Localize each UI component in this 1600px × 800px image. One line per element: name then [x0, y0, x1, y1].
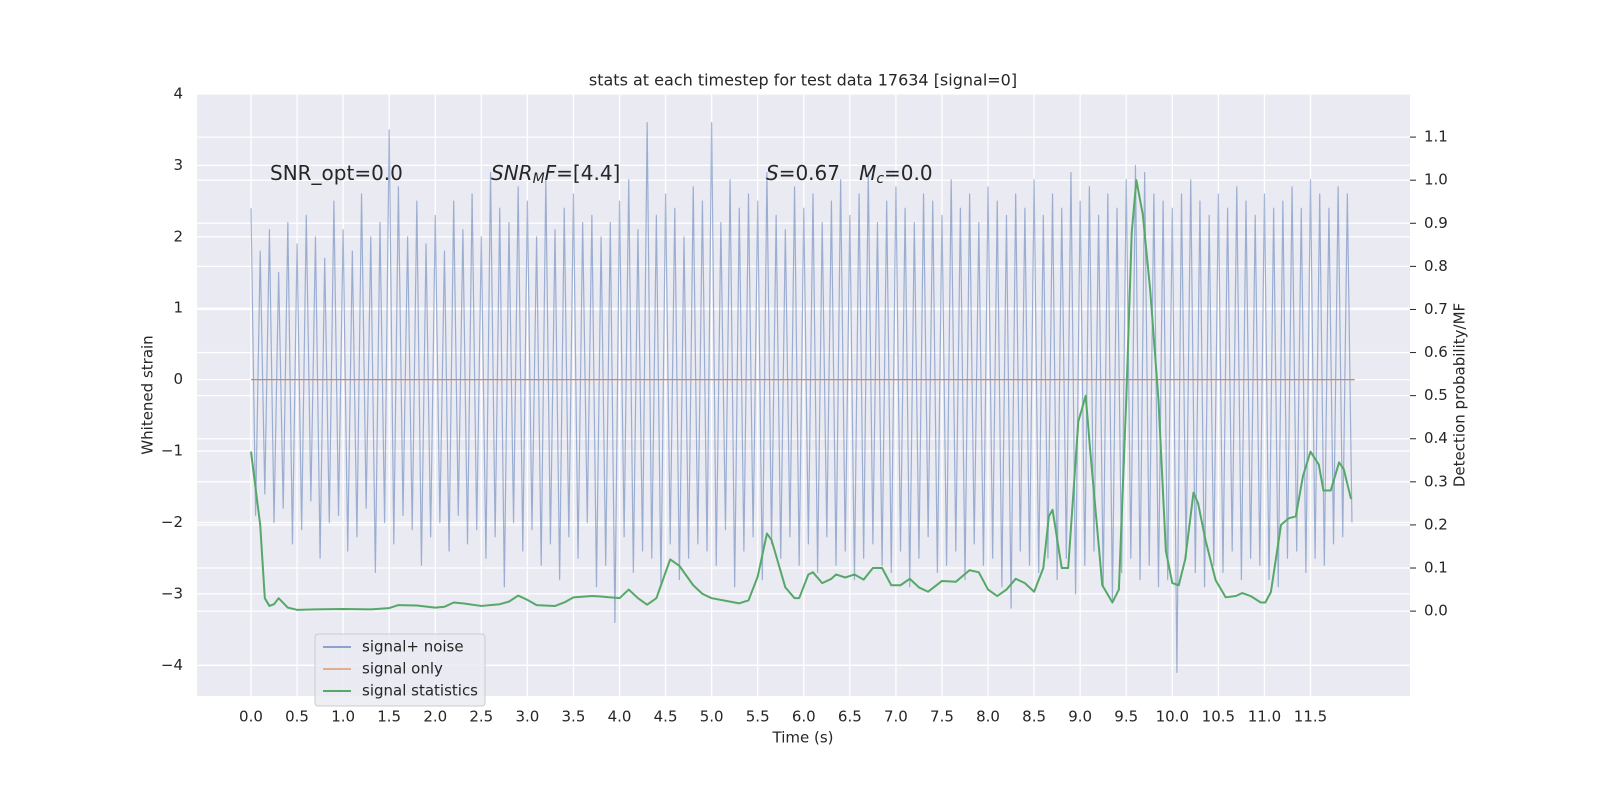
x-tick-label: 0.0: [239, 708, 263, 726]
y2-tick-label: 0.0: [1424, 602, 1448, 620]
x-tick-label: 5.5: [746, 708, 770, 726]
annotation-part: S: [766, 161, 779, 185]
x-tick-label: 10.5: [1202, 708, 1235, 726]
annotation-part: c: [876, 171, 884, 187]
x-tick-label: 0.5: [285, 708, 309, 726]
x-tick-label: 6.5: [838, 708, 862, 726]
annotation-part: =0.0: [884, 161, 933, 185]
y2-tick-label: 1.0: [1424, 171, 1448, 189]
annotation-part: SNR_opt=0.0: [270, 161, 403, 185]
annotation-part: M: [859, 161, 876, 185]
annotation-part: F: [545, 161, 557, 185]
annotation-part: SNR: [491, 161, 533, 185]
x-tick-label: 3.5: [562, 708, 586, 726]
y-tick-label: 0: [173, 370, 183, 388]
y2-tick-label: 0.1: [1424, 559, 1448, 577]
annotation: SNRMF=[4.4]: [491, 161, 620, 188]
x-tick-label: 11.0: [1248, 708, 1281, 726]
x-tick-label: 4.5: [654, 708, 678, 726]
y-axis-label: Whitened strain: [139, 335, 157, 454]
x-tick-label: 8.5: [1022, 708, 1046, 726]
y2-tick-label: 0.3: [1424, 472, 1448, 490]
y2-tick-label: 0.4: [1424, 429, 1448, 447]
legend-label: signal statistics: [362, 682, 478, 700]
x-tick-label: 6.0: [792, 708, 816, 726]
x-tick-label: 9.0: [1068, 708, 1092, 726]
x-tick-label: 8.0: [976, 708, 1000, 726]
y2-tick-label: 0.9: [1424, 214, 1448, 232]
x-tick-label: 3.0: [515, 708, 539, 726]
x-tick-label: 4.0: [608, 708, 632, 726]
y2-tick-label: 0.5: [1424, 386, 1448, 404]
annotation: SNR_opt=0.0: [270, 161, 403, 185]
x-axis-label: Time (s): [772, 729, 834, 747]
y-tick-label: −4: [161, 656, 183, 674]
x-tick-label: 9.5: [1114, 708, 1138, 726]
labels: stats at each timestep for test data 176…: [139, 71, 1469, 747]
marks: [249, 121, 1355, 674]
x-tick-label: 7.5: [930, 708, 954, 726]
legend-label: signal+ noise: [362, 638, 464, 656]
y-tick-label: 4: [173, 85, 183, 103]
legend-label: signal only: [362, 660, 443, 678]
y-tick-label: 1: [173, 299, 183, 317]
annotation-part: =[4.4]: [556, 161, 620, 185]
annotation: S=0.67 Mc=0.0: [766, 161, 933, 188]
y2-axis-label: Detection probability/MF: [1451, 303, 1469, 487]
y-tick-label: 2: [173, 227, 183, 245]
x-tick-label: 7.0: [884, 708, 908, 726]
annotation-part: =0.67: [779, 161, 859, 185]
x-tick-label: 2.0: [423, 708, 447, 726]
y2-tick-label: 0.7: [1424, 300, 1448, 318]
y2-tick-label: 0.2: [1424, 515, 1448, 533]
y-tick-label: 3: [173, 156, 183, 174]
legend-box: [314, 633, 486, 707]
x-tick-label: 5.0: [700, 708, 724, 726]
y2-tick-label: 1.1: [1424, 128, 1448, 146]
x-tick-label: 1.5: [377, 708, 401, 726]
legend: signal+ noise signal only signal statistic…: [314, 633, 486, 707]
series-line: [249, 179, 1353, 611]
x-tick-label: 1.0: [331, 708, 355, 726]
x-tick-label: 2.5: [469, 708, 493, 726]
series-line: [250, 121, 1353, 674]
annotation-part: M: [533, 171, 545, 187]
y2-tick-label: 0.6: [1424, 343, 1448, 361]
y-tick-label: −3: [161, 584, 183, 602]
chart-title: stats at each timestep for test data 176…: [589, 71, 1017, 90]
y-tick-label: −1: [161, 442, 183, 460]
x-tick-label: 10.0: [1156, 708, 1189, 726]
y-tick-label: −2: [161, 513, 183, 531]
y2-tick-label: 0.8: [1424, 257, 1448, 275]
x-tick-label: 11.5: [1294, 708, 1327, 726]
